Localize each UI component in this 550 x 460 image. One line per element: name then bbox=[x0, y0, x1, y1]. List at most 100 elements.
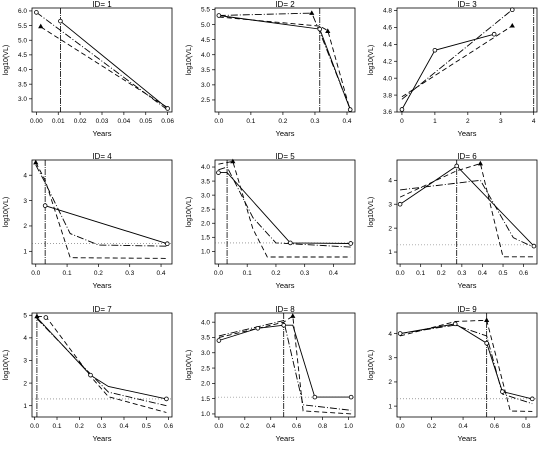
triangle-point bbox=[325, 28, 331, 34]
x-tick-label: 0.2 bbox=[427, 423, 436, 430]
circle-point bbox=[164, 396, 169, 402]
series-line-dotdash bbox=[218, 320, 352, 411]
y-tick-label: 2.5 bbox=[201, 97, 210, 104]
y-tick-label: 3.0 bbox=[201, 350, 210, 357]
triangle-point bbox=[230, 158, 236, 164]
series-line-dashed bbox=[218, 315, 352, 415]
x-tick-label: 0.0 bbox=[396, 423, 405, 430]
panel-7: ID= 7 0.0 0.1 0.2 0.3 0.4 0.5 0.6 1 2 3 4 5 Years log1… bbox=[3, 305, 174, 443]
triangle-point bbox=[34, 313, 40, 319]
x-tick-label: 1.0 bbox=[344, 423, 353, 430]
y-tick-label: 3 bbox=[23, 358, 27, 365]
y-tick-label: 4.0 bbox=[18, 67, 27, 74]
circle-point bbox=[281, 322, 287, 328]
circle-point bbox=[34, 10, 39, 15]
x-tick-label: 0.4 bbox=[342, 118, 351, 125]
y-tick-label: 1.5 bbox=[201, 234, 210, 241]
series-line-solid bbox=[401, 33, 495, 110]
panel-3: ID= 3 0 1 2 3 4 3.6 3.8 4.0 4.2 4.4 4.6 4.8 Years log1… bbox=[368, 0, 538, 138]
y-tick-label: 1 bbox=[388, 403, 392, 410]
panel-title: ID= 7 bbox=[92, 305, 112, 314]
panel-title: ID= 1 bbox=[92, 0, 112, 9]
series-line-dotdash bbox=[400, 324, 533, 405]
y-axis-label: log10(VL) bbox=[368, 350, 375, 380]
series-line-solid bbox=[218, 172, 351, 244]
x-tick-label: 0.1 bbox=[243, 270, 252, 277]
circle-point bbox=[484, 340, 489, 346]
plot-frame bbox=[396, 312, 538, 418]
y-tick-label: 4.0 bbox=[201, 319, 210, 326]
y-axis-label: log10(VL) bbox=[3, 197, 10, 227]
circle-point bbox=[509, 7, 515, 12]
circle-point bbox=[88, 372, 93, 378]
panel-title: ID= 5 bbox=[275, 152, 295, 161]
panel-9: ID= 9 0.0 0.2 0.4 0.6 0.8 1 2 3 4 Years log10(VL) bbox=[368, 305, 538, 443]
circle-point bbox=[432, 47, 438, 53]
series-line-dashed bbox=[40, 26, 168, 108]
y-tick-label: 4.5 bbox=[18, 52, 27, 59]
triangle-point bbox=[309, 10, 315, 15]
x-tick-label: 0.03 bbox=[96, 118, 109, 125]
y-tick-label: 2.5 bbox=[201, 206, 210, 213]
y-tick-label: 5 bbox=[23, 312, 27, 319]
circle-point bbox=[216, 170, 221, 175]
y-tick-label: 3.8 bbox=[383, 92, 392, 99]
circle-point bbox=[165, 241, 170, 247]
series-line-dashed bbox=[218, 160, 351, 258]
y-tick-label: 3.5 bbox=[201, 335, 210, 342]
triangle-point bbox=[290, 313, 296, 318]
y-tick-label: 3 bbox=[388, 355, 392, 362]
x-tick-label: 0.3 bbox=[457, 270, 466, 277]
circle-point bbox=[529, 396, 535, 402]
circle-point bbox=[491, 31, 497, 37]
plot-frame bbox=[214, 312, 356, 418]
x-tick-label: 0 bbox=[400, 118, 404, 125]
x-tick-label: 0.2 bbox=[240, 423, 249, 430]
y-tick-label: 5.5 bbox=[18, 23, 27, 30]
y-axis-label: log10(VL) bbox=[186, 197, 193, 227]
y-tick-label: 3.6 bbox=[383, 109, 392, 116]
series-line-dashed bbox=[36, 315, 167, 413]
y-axis-label: log10(VL) bbox=[3, 45, 10, 75]
panel-1: ID= 1 0.00 0.01 0.02 0.03 0.04 0.05 0.06 3.0 3.5 4… bbox=[3, 0, 174, 138]
series-line-dotdash bbox=[36, 318, 167, 407]
x-tick-label: 0.1 bbox=[416, 270, 425, 277]
panel-title: ID= 6 bbox=[457, 152, 477, 161]
triangle-point bbox=[38, 23, 44, 29]
series-line-solid bbox=[400, 323, 533, 400]
x-tick-label: 0.4 bbox=[266, 423, 275, 430]
x-tick-label: 0.2 bbox=[278, 118, 287, 125]
x-axis-label: Years bbox=[93, 434, 112, 443]
x-tick-label: 0.6 bbox=[292, 423, 301, 430]
y-tick-label: 3 bbox=[388, 201, 392, 208]
x-tick-label: 0.1 bbox=[246, 118, 255, 125]
series-line-dotdash bbox=[218, 166, 351, 248]
series-line-solid bbox=[218, 324, 352, 398]
circle-point bbox=[397, 331, 403, 336]
triangle-point bbox=[477, 160, 483, 166]
circle-point bbox=[312, 394, 318, 400]
y-tick-label: 2 bbox=[388, 225, 392, 232]
y-tick-label: 3.0 bbox=[201, 192, 210, 199]
y-tick-label: 3.0 bbox=[18, 96, 27, 103]
y-tick-label: 2 bbox=[23, 223, 27, 230]
x-tick-label: 0.4 bbox=[329, 270, 338, 277]
circle-point bbox=[452, 321, 458, 327]
x-axis-label: Years bbox=[458, 129, 477, 138]
series-line-solid bbox=[218, 15, 351, 110]
x-tick-label: 0.4 bbox=[459, 423, 468, 430]
panel-title: ID= 4 bbox=[92, 152, 112, 161]
x-tick-label: 0.4 bbox=[119, 423, 128, 430]
y-tick-label: 4.8 bbox=[383, 8, 392, 15]
y-tick-label: 1.0 bbox=[201, 249, 210, 256]
circle-point bbox=[216, 13, 222, 18]
y-tick-label: 4.2 bbox=[383, 58, 392, 65]
x-tick-label: 0.5 bbox=[499, 270, 508, 277]
y-tick-label: 5.5 bbox=[201, 7, 210, 14]
y-tick-label: 3.0 bbox=[201, 82, 210, 89]
x-tick-label: 0.1 bbox=[52, 423, 61, 430]
y-tick-label: 1 bbox=[388, 249, 392, 256]
y-tick-label: 4 bbox=[388, 331, 392, 338]
